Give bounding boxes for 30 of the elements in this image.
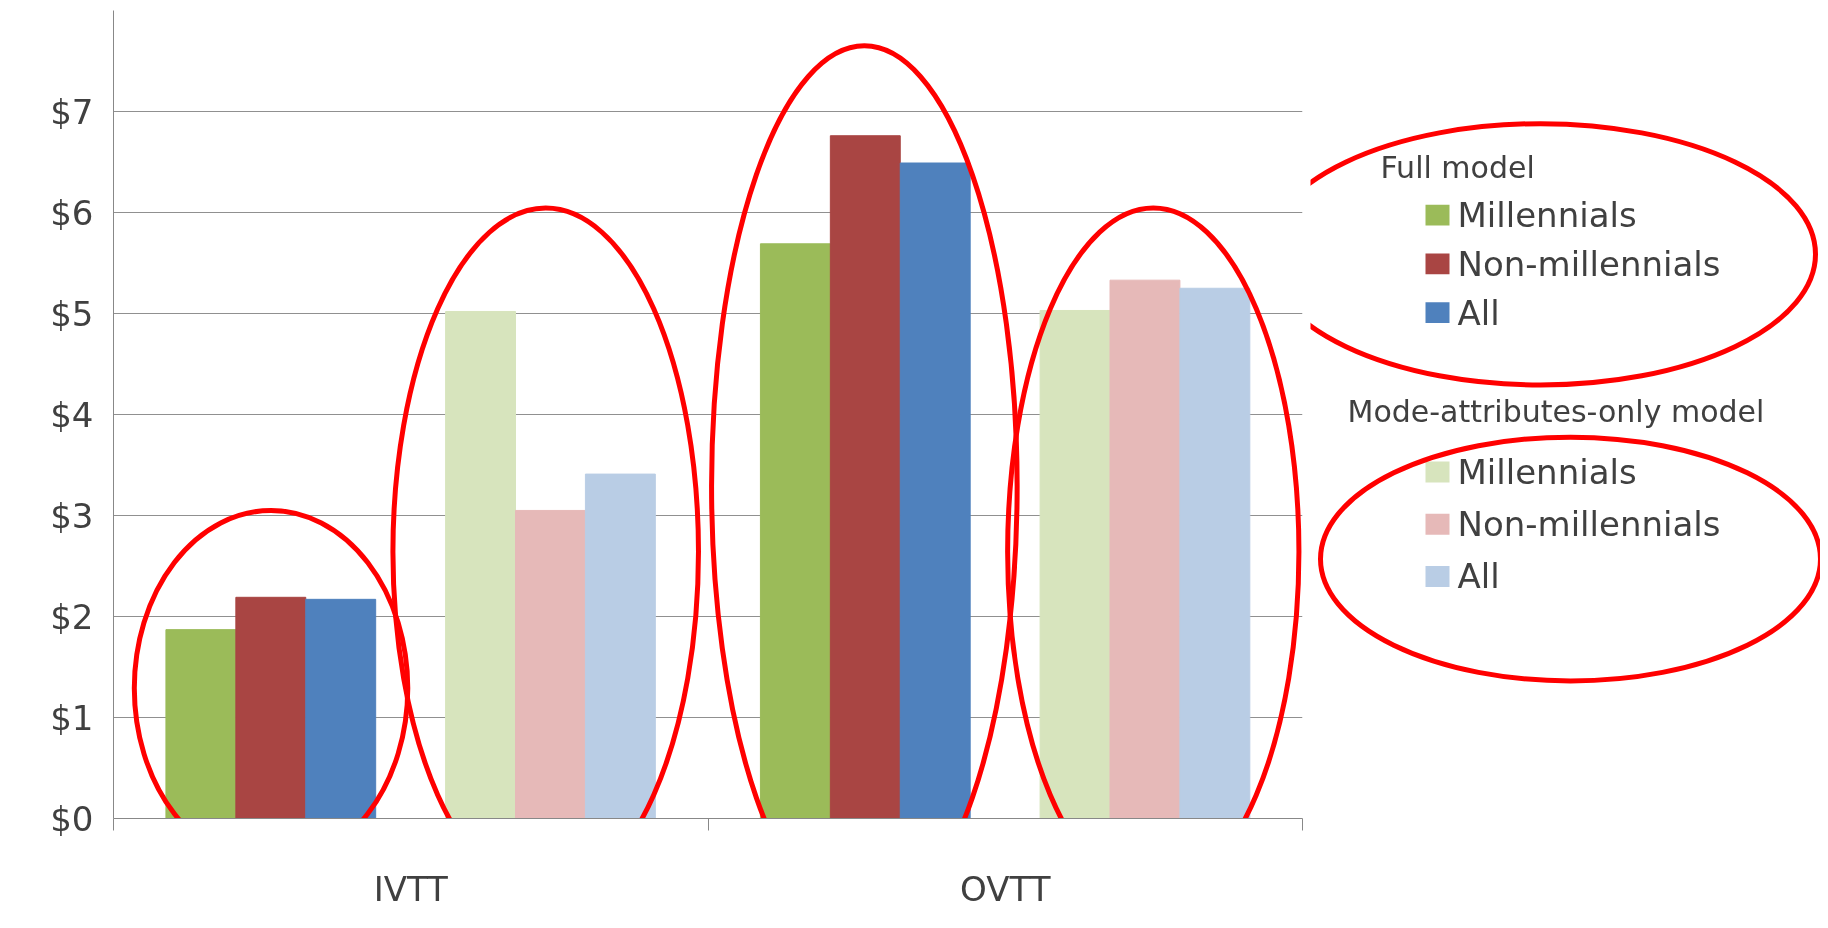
legend-label: Millennials (1457, 451, 1637, 492)
bar (305, 598, 377, 819)
y-tick-label: $5 (50, 293, 94, 334)
x-tick-label: OVTT (960, 868, 1051, 909)
bar (1179, 287, 1251, 819)
legend-label: All (1457, 556, 1500, 597)
legend-label: Millennials (1457, 195, 1637, 236)
y-tick-label: $0 (50, 798, 94, 839)
bar (829, 135, 901, 819)
y-tick-label: $3 (50, 495, 94, 536)
legend-label: Non-millennials (1457, 504, 1721, 545)
text: Full model (1380, 149, 1535, 185)
bar (584, 473, 656, 819)
legend-label: Non-millennials (1457, 243, 1721, 284)
bar (445, 310, 516, 819)
legend-label: All (1457, 292, 1500, 333)
bar (165, 629, 237, 819)
y-tick-label: $7 (50, 91, 94, 132)
bar (235, 596, 307, 819)
bar (899, 162, 971, 819)
text: Mode-attributes-only model (1347, 393, 1765, 429)
y-tick-label: $2 (50, 596, 94, 637)
y-tick-label: $6 (50, 192, 94, 233)
bar (515, 509, 586, 819)
y-tick-label: $4 (50, 394, 94, 435)
y-tick-label: $1 (50, 697, 94, 738)
bar (1039, 309, 1111, 819)
bar (1109, 279, 1181, 819)
bar (759, 243, 831, 819)
x-tick-label: IVTT (373, 868, 449, 909)
